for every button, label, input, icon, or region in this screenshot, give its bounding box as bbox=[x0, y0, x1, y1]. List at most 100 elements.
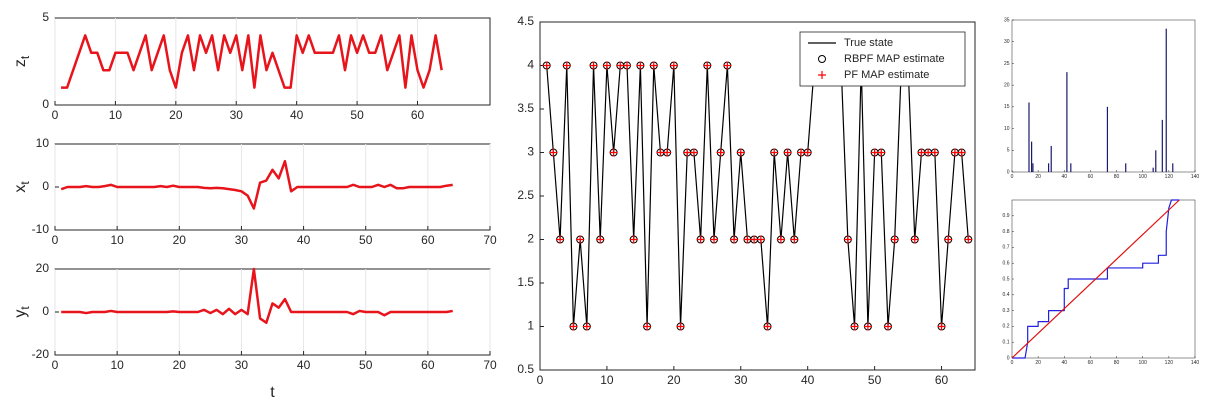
marker bbox=[542, 61, 551, 70]
marker bbox=[703, 61, 712, 70]
y-tick-label: 30 bbox=[1004, 39, 1010, 45]
marker bbox=[964, 235, 973, 244]
plot-area bbox=[1011, 19, 1196, 173]
marker bbox=[636, 61, 645, 70]
chart-panel: 0 20 40 60 80 100 120 140 0 0.1 0.2 0.3 0.4 0.5 0.6 0.7… bbox=[1003, 199, 1200, 366]
y-tick-label: 2.5 bbox=[517, 188, 534, 202]
y-axis-label-main: y bbox=[12, 310, 29, 318]
x-tick-label: 10 bbox=[600, 373, 614, 387]
bar bbox=[1106, 106, 1109, 172]
marker bbox=[910, 235, 919, 244]
marker bbox=[696, 235, 705, 244]
y-tick-label: 0.2 bbox=[1003, 324, 1010, 330]
marker bbox=[669, 61, 678, 70]
series-line bbox=[1012, 199, 1180, 359]
y-tick-label: 25 bbox=[1004, 61, 1010, 67]
x-tick-label: 70 bbox=[483, 233, 497, 247]
marker bbox=[803, 148, 812, 157]
bar bbox=[1152, 167, 1154, 172]
x-tick-label: 30 bbox=[235, 233, 249, 247]
bar bbox=[1161, 119, 1163, 172]
bar bbox=[1028, 102, 1030, 172]
x-tick-label: 40 bbox=[297, 358, 311, 372]
y-tick-label: 5 bbox=[1007, 148, 1010, 154]
y-tick-label: 10 bbox=[1004, 126, 1010, 132]
x-tick-label: 60 bbox=[421, 358, 435, 372]
marker bbox=[924, 148, 933, 157]
x-tick-label: 10 bbox=[110, 233, 124, 247]
x-tick-label: 140 bbox=[1191, 360, 1200, 366]
bar bbox=[1172, 163, 1174, 172]
y-tick-label: 20 bbox=[1004, 82, 1010, 88]
marker bbox=[582, 322, 591, 331]
marker bbox=[602, 61, 611, 70]
legend-box bbox=[799, 31, 966, 87]
x-tick-label: 80 bbox=[1114, 360, 1120, 366]
legend-swatch bbox=[818, 55, 826, 63]
y-tick-label: 1 bbox=[527, 319, 534, 333]
x-tick-label: 60 bbox=[935, 373, 949, 387]
y-tick-label: 5 bbox=[42, 10, 49, 24]
x-tick-label: 100 bbox=[1139, 174, 1148, 180]
legend-label: True state bbox=[844, 37, 893, 49]
y-tick-label: 3.5 bbox=[517, 101, 534, 115]
x-tick-label: 40 bbox=[1062, 360, 1068, 366]
y-tick-label: 0.7 bbox=[1003, 245, 1010, 251]
y-tick-label: -10 bbox=[32, 222, 50, 236]
y-tick-label: 4.5 bbox=[517, 14, 534, 28]
marker bbox=[716, 148, 725, 157]
y-axis-label-main: z bbox=[12, 59, 29, 67]
series-line bbox=[60, 159, 453, 210]
marker bbox=[656, 148, 665, 157]
y-tick-label: 0.5 bbox=[517, 362, 534, 376]
series-line bbox=[61, 267, 453, 324]
marker bbox=[763, 322, 772, 331]
bar bbox=[1125, 163, 1127, 172]
y-tick-label: 0.8 bbox=[1003, 229, 1010, 235]
bar bbox=[1165, 28, 1167, 172]
marker bbox=[609, 148, 618, 157]
x-tick-label: 120 bbox=[1165, 174, 1174, 180]
x-tick-label: 120 bbox=[1165, 360, 1174, 366]
x-tick-label: 50 bbox=[350, 108, 364, 122]
x-axis-label: t bbox=[270, 384, 275, 401]
chart-panel: 0 10 20 30 40 50 60 0 5 zt bbox=[12, 10, 491, 122]
marker bbox=[616, 61, 625, 70]
y-tick-label: 3 bbox=[527, 145, 534, 159]
marker bbox=[683, 148, 692, 157]
x-tick-label: 50 bbox=[359, 358, 373, 372]
marker bbox=[689, 148, 698, 157]
y-tick-label: 0.6 bbox=[1003, 261, 1010, 267]
y-tick-label: -20 bbox=[32, 347, 50, 361]
marker bbox=[957, 148, 966, 157]
marker bbox=[790, 235, 799, 244]
plot-area bbox=[54, 17, 491, 106]
marker bbox=[783, 148, 792, 157]
marker bbox=[877, 148, 886, 157]
y-tick-label: 0.3 bbox=[1003, 308, 1010, 314]
marker bbox=[596, 235, 605, 244]
marker bbox=[649, 61, 658, 70]
marker bbox=[589, 61, 598, 70]
x-tick-label: 20 bbox=[1035, 360, 1041, 366]
marker bbox=[663, 148, 672, 157]
chart-panel: 0 20 40 60 80 100 120 140 0 5 10 15 20 25 30 35 bbox=[1004, 17, 1199, 180]
marker bbox=[562, 61, 571, 70]
x-tick-label: 60 bbox=[1088, 174, 1094, 180]
bar bbox=[1050, 145, 1052, 172]
x-tick-label: 0 bbox=[52, 233, 59, 247]
x-tick-label: 40 bbox=[801, 373, 815, 387]
x-tick-label: 0 bbox=[52, 358, 59, 372]
x-tick-label: 50 bbox=[359, 233, 373, 247]
x-tick-label: 60 bbox=[1088, 360, 1094, 366]
marker bbox=[870, 148, 879, 157]
bar bbox=[1070, 163, 1072, 172]
legend-label: RBPF MAP estimate bbox=[844, 53, 945, 65]
x-tick-label: 140 bbox=[1191, 174, 1200, 180]
marker bbox=[770, 148, 779, 157]
y-axis-label: zt bbox=[12, 55, 32, 67]
x-tick-label: 20 bbox=[667, 373, 681, 387]
marker bbox=[843, 235, 852, 244]
